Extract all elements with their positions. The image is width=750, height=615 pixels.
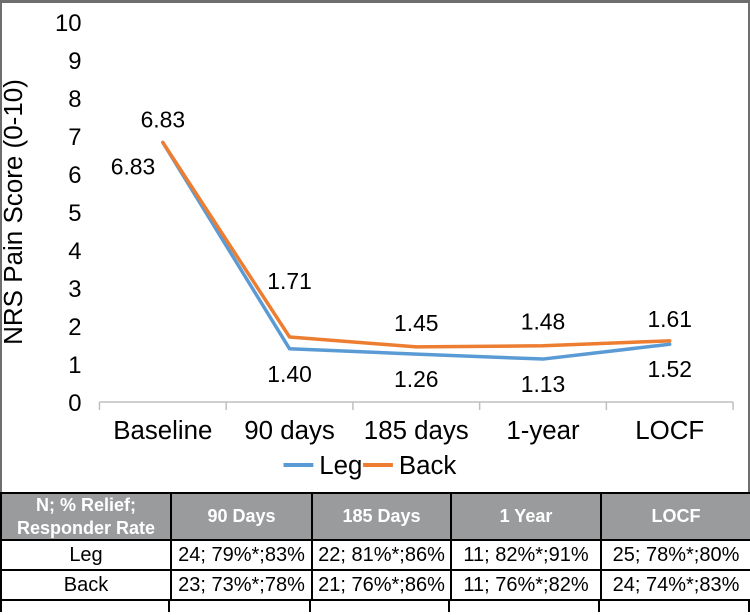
x-tick-label: Baseline bbox=[113, 417, 212, 445]
table-column-divider bbox=[600, 601, 748, 612]
series-line-back bbox=[161, 140, 672, 349]
table-column-divider bbox=[311, 601, 450, 612]
y-tick-label: 4 bbox=[68, 238, 81, 265]
x-tick-label: LOCF bbox=[635, 417, 704, 445]
data-label-leg: 6.83 bbox=[111, 153, 156, 179]
y-tick-label: 6 bbox=[68, 162, 81, 189]
legend-label-leg: Leg bbox=[319, 452, 362, 480]
nrs-pain-line-chart: NRS Pain Score (0-10) 0 1 2 3 4 5 6 7 8 9 10 Baselin… bbox=[0, 0, 750, 492]
y-tick-label: 8 bbox=[68, 86, 81, 113]
cell-back-185-days: 21; 76%*;86% bbox=[311, 569, 452, 601]
cell-back-1-year: 11; 76%*;82% bbox=[450, 569, 602, 601]
table-column-divider bbox=[2, 601, 170, 612]
table-column-divider bbox=[450, 601, 600, 612]
y-tick-label: 2 bbox=[68, 314, 81, 341]
data-label-back: 1.48 bbox=[521, 309, 566, 335]
table-column-divider bbox=[170, 601, 311, 612]
cell-back-locf: 24; 74%*;83% bbox=[600, 569, 750, 601]
y-tick-label: 7 bbox=[68, 124, 81, 151]
x-tick-label: 90 days bbox=[244, 417, 335, 445]
cell-back-90-days: 23; 73%*;78% bbox=[170, 569, 313, 601]
cell-leg-locf: 25; 78%*;80% bbox=[600, 539, 750, 571]
series-line-leg bbox=[161, 140, 672, 361]
x-tick-label: 1-year bbox=[506, 417, 580, 445]
table-row-leg: Leg 24; 79%*;83% 22; 81%*;86% 11; 82%*;9… bbox=[0, 539, 750, 571]
data-label-back: 1.61 bbox=[647, 306, 692, 332]
data-label-back: 6.83 bbox=[141, 106, 186, 132]
table-header-row: N; % Relief; Responder Rate 90 Days 185 … bbox=[0, 492, 750, 541]
y-tick-label: 5 bbox=[68, 200, 81, 227]
y-tick-label: 9 bbox=[68, 48, 81, 75]
row-label-back: Back bbox=[0, 569, 172, 601]
cell-leg-185-days: 22; 81%*;86% bbox=[311, 539, 452, 571]
data-label-leg: 1.13 bbox=[521, 371, 566, 397]
row-label-leg: Leg bbox=[0, 539, 172, 571]
table-header-locf: LOCF bbox=[600, 492, 750, 541]
line-chart-canvas: NRS Pain Score (0-10) 0 1 2 3 4 5 6 7 8 9 10 Baselin… bbox=[2, 10, 734, 480]
table-header-metric: N; % Relief; Responder Rate bbox=[0, 492, 172, 541]
responder-rate-table: N; % Relief; Responder Rate 90 Days 185 … bbox=[0, 492, 750, 601]
y-axis-title: NRS Pain Score (0-10) bbox=[2, 79, 28, 345]
x-tick-label: 185 days bbox=[364, 417, 469, 445]
data-label-back: 1.71 bbox=[267, 268, 312, 294]
y-tick-label: 0 bbox=[68, 390, 81, 417]
data-label-leg: 1.52 bbox=[647, 356, 692, 382]
cell-leg-1-year: 11; 82%*;91% bbox=[450, 539, 602, 571]
table-header-1-year: 1 Year bbox=[450, 492, 602, 541]
data-label-back: 1.45 bbox=[394, 310, 439, 336]
table-row-back: Back 23; 73%*;78% 21; 76%*;86% 11; 76%*;… bbox=[0, 569, 750, 601]
data-label-leg: 1.40 bbox=[267, 361, 312, 387]
y-tick-label: 3 bbox=[68, 276, 81, 303]
y-tick-label: 10 bbox=[55, 10, 82, 37]
legend-label-back: Back bbox=[399, 452, 457, 480]
table-header-90-days: 90 Days bbox=[170, 492, 313, 541]
y-tick-label: 1 bbox=[68, 352, 81, 379]
table-cutoff-row bbox=[0, 601, 750, 612]
table-header-185-days: 185 Days bbox=[311, 492, 452, 541]
cell-leg-90-days: 24; 79%*;83% bbox=[170, 539, 313, 571]
data-label-leg: 1.26 bbox=[394, 366, 439, 392]
